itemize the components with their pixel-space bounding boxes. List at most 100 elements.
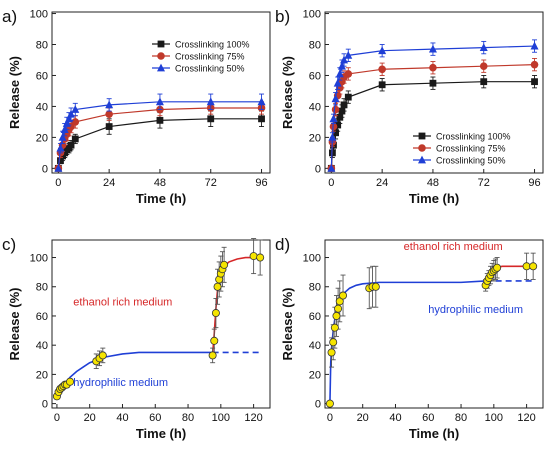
x-tick-label: 100: [485, 412, 503, 424]
legend-label: Crosslinking 50%: [436, 156, 506, 166]
data-point: [210, 336, 219, 345]
x-axis-label: Time (h): [136, 426, 186, 441]
y-tick-label: 40: [309, 340, 321, 352]
y-tick-label: 60: [309, 70, 321, 82]
data-point: [331, 105, 340, 114]
data-point: [337, 61, 346, 70]
data-points: [325, 252, 538, 408]
data-point: [333, 78, 342, 87]
data-point: [332, 311, 341, 320]
data-point: [257, 97, 266, 106]
panel-label: b): [275, 7, 290, 26]
legend-marker: [418, 132, 426, 140]
data-point: [378, 65, 386, 74]
x-tick-label: 0: [328, 177, 334, 189]
data-point: [327, 348, 336, 357]
y-tick-label: 100: [30, 253, 48, 265]
data-point: [331, 94, 340, 103]
data-point: [522, 262, 531, 271]
fit-curve: [329, 280, 486, 404]
data-point: [105, 123, 113, 130]
series-3: [54, 93, 266, 172]
x-tick-label: 80: [455, 412, 467, 424]
x-tick-label: 80: [182, 412, 194, 424]
x-tick-label: 24: [103, 177, 115, 189]
y-tick-label: 40: [36, 101, 48, 113]
data-point: [335, 69, 344, 78]
legend-marker: [157, 63, 165, 72]
data-point: [258, 115, 265, 123]
data-point: [207, 115, 215, 123]
data-point: [340, 101, 348, 109]
y-tick-label: 80: [36, 40, 48, 52]
data-point: [213, 282, 222, 291]
data-point: [530, 60, 539, 69]
plot-frame: [51, 11, 271, 174]
panel-label: d): [275, 235, 290, 254]
annotation: ethanol rich medium: [73, 297, 172, 309]
x-tick-label: 120: [244, 412, 262, 424]
data-point: [249, 252, 258, 261]
data-point: [211, 309, 220, 318]
y-axis-label: Release (%): [280, 56, 295, 129]
data-point: [493, 263, 502, 272]
x-axis-label: Time (h): [409, 191, 459, 206]
data-point: [220, 260, 229, 269]
x-axis-label: Time (h): [409, 426, 459, 441]
legend-marker: [418, 155, 426, 164]
y-tick-label: 0: [315, 399, 321, 411]
legend: Crosslinking 100% Crosslinking 75% Crossli…: [413, 132, 511, 166]
x-tick-label: 0: [55, 177, 61, 189]
data-point: [344, 93, 352, 101]
chart-panel-c: c) 0 20 40 60 80 100 120 0 20 40 60 80 100 Time (h) Rel…: [2, 235, 271, 441]
series-2: [327, 57, 539, 173]
y-axis-label: Release (%): [7, 56, 22, 129]
x-tick-label: 40: [116, 412, 128, 424]
data-point: [71, 105, 80, 113]
x-tick-label: 96: [255, 177, 267, 189]
series-1: [327, 75, 538, 172]
data-point: [344, 50, 353, 59]
x-axis-label: Time (h): [136, 191, 186, 206]
y-tick-label: 60: [36, 311, 48, 323]
y-axis-label: Release (%): [7, 288, 22, 361]
data-point: [156, 116, 164, 124]
series-1: [54, 110, 265, 172]
y-axis-label: Release (%): [280, 288, 295, 361]
legend-label: Crosslinking 100%: [175, 40, 250, 50]
x-tick-label: 48: [154, 177, 166, 189]
data-point: [105, 100, 114, 109]
data-point: [429, 79, 437, 87]
x-tick-label: 96: [528, 177, 540, 189]
legend: Crosslinking 100% Crosslinking 75% Crossli…: [152, 40, 250, 74]
x-tick-label: 60: [149, 412, 161, 424]
y-tick-label: 80: [309, 40, 321, 52]
data-point: [66, 377, 75, 386]
data-point: [428, 44, 437, 53]
y-tick-label: 40: [36, 340, 48, 352]
y-tick-label: 60: [36, 70, 48, 82]
data-point: [332, 129, 339, 137]
y-tick-label: 20: [309, 132, 321, 144]
data-point: [56, 143, 65, 152]
legend-marker: [157, 40, 165, 48]
x-tick-label: 120: [517, 412, 535, 424]
data-point: [530, 41, 539, 50]
fit-curve: [56, 351, 213, 399]
y-tick-label: 0: [42, 399, 48, 411]
data-point: [58, 132, 67, 141]
data-point: [334, 121, 342, 129]
y-tick-label: 20: [36, 369, 48, 381]
data-point: [529, 262, 538, 271]
y-tick-label: 0: [42, 163, 48, 175]
x-tick-label: 20: [357, 412, 369, 424]
data-point: [334, 304, 343, 313]
plot-frame: [324, 11, 544, 174]
chart-panel-d: d) 0 20 40 60 80 100 120 0 20 40 60 80 100 Time (h) Rel…: [275, 235, 544, 441]
x-tick-label: 72: [205, 177, 217, 189]
data-point: [378, 81, 386, 89]
x-tick-label: 24: [376, 177, 388, 189]
x-tick-label: 40: [389, 412, 401, 424]
data-point: [155, 97, 164, 106]
